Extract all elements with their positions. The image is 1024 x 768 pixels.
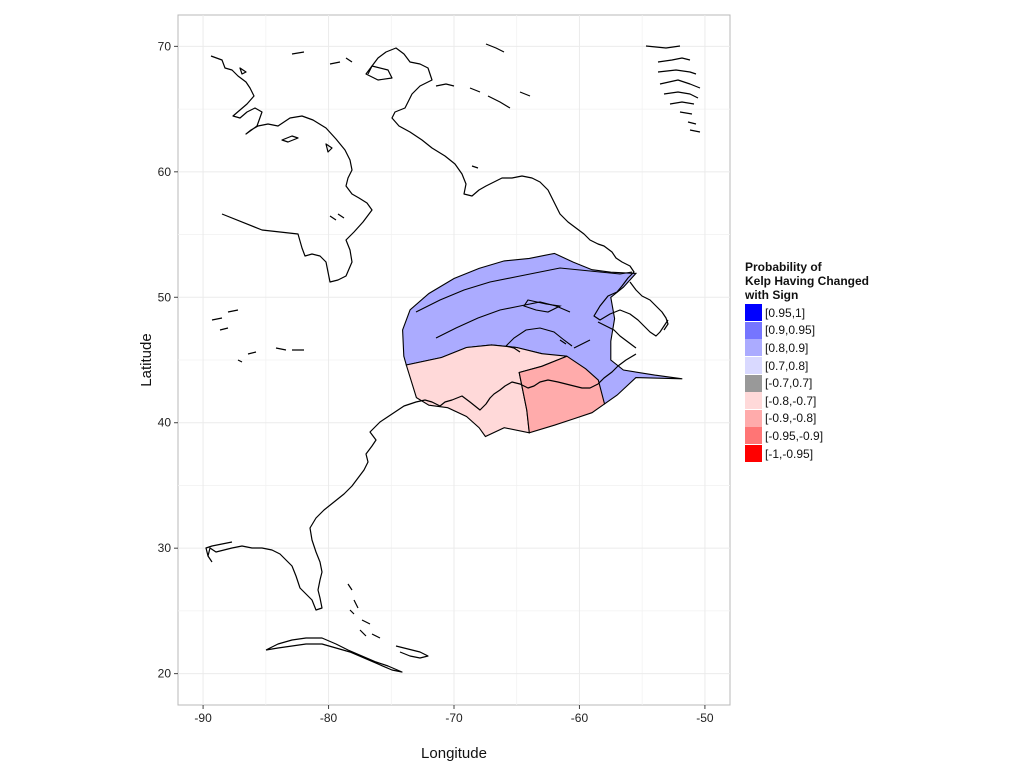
legend-item-1: [0.9,0.95] [745, 321, 869, 340]
coastline-greenland [645, 45, 701, 133]
legend-title-line-1: Probability of [745, 260, 822, 274]
y-tick-label-0: 20 [158, 667, 172, 681]
coastline-great-lakes [211, 309, 304, 363]
legend-swatch-5 [745, 392, 762, 410]
inner-line-gulf-1 [415, 267, 633, 313]
legend-item-6: [-0.9,-0.8] [745, 409, 869, 428]
legend-label-4: [-0.7,0.7] [765, 376, 813, 391]
legend-item-5: [-0.8,-0.7] [745, 392, 869, 410]
legend-swatch-6 [745, 409, 762, 427]
coastline-gulf [205, 541, 233, 557]
y-tick-label-1: 30 [158, 541, 172, 555]
legend-swatch-0 [745, 304, 762, 322]
coastline-newfoundland [629, 281, 669, 331]
coastline-arctic [291, 43, 531, 169]
legend-item-3: [0.7,0.8] [745, 357, 869, 375]
coastline [205, 43, 701, 673]
legend-items: [0.95,1] [0.9,0.95] [0.8,0.9] [0.7,0.8] [-0.… [745, 304, 869, 463]
y-tick-label-5: 70 [158, 39, 172, 53]
y-axis-title: Latitude [138, 333, 155, 386]
y-tick-label-3: 50 [158, 290, 172, 304]
legend-label-0: [0.95,1] [765, 305, 806, 320]
coastline-nova-scotia [505, 321, 637, 353]
legend-swatch-4 [745, 374, 762, 392]
inner-line-gulf-3 [505, 327, 573, 347]
x-tick-label-1: -80 [320, 711, 338, 725]
x-tick-label-3: -60 [571, 711, 589, 725]
legend-item-0: [0.95,1] [745, 304, 869, 322]
coastline-islands-hudson [239, 65, 393, 221]
coastline-hispaniola [395, 645, 429, 659]
legend-item-4: [-0.7,0.7] [745, 374, 869, 392]
legend-label-7: [-0.95,-0.9] [765, 428, 824, 443]
y-axis: 20 30 40 50 60 70 [158, 39, 178, 681]
legend-swatch-8 [745, 445, 762, 463]
legend-label-5: [-0.8,-0.7] [765, 393, 817, 408]
legend-title: Probability of Kelp Having Changed with … [745, 260, 869, 302]
legend-title-line-2: Kelp Having Changed [745, 274, 870, 288]
coastline-bahamas [347, 583, 381, 639]
y-tick-label-4: 60 [158, 165, 172, 179]
legend-swatch-1 [745, 321, 762, 339]
legend-label-6: [-0.9,-0.8] [765, 411, 817, 426]
legend-swatch-2 [745, 339, 762, 357]
coastline-labrador [367, 47, 669, 337]
x-axis-title: Longitude [421, 745, 487, 762]
legend-item-8: [-1,-0.95] [745, 445, 869, 463]
region-boundaries [415, 267, 633, 347]
y-tick-label-2: 40 [158, 416, 172, 430]
x-tick-label-4: -50 [696, 711, 714, 725]
inner-line-gulf-4 [523, 299, 562, 313]
legend-label-1: [0.9,0.95] [765, 323, 816, 338]
legend-swatch-3 [745, 357, 762, 375]
coastline-hudson-west [210, 55, 373, 283]
legend-title-line-3: with Sign [745, 288, 799, 302]
legend-item-7: [-0.95,-0.9] [745, 427, 869, 445]
x-tick-label-0: -90 [194, 711, 212, 725]
legend-label-3: [0.7,0.8] [765, 358, 809, 373]
coastline-atlantic-us [207, 353, 637, 611]
legend: Probability of Kelp Having Changed with … [745, 260, 869, 463]
coastline-cuba [265, 637, 403, 673]
legend-swatch-7 [745, 427, 762, 445]
x-axis: -90 -80 -70 -60 -50 [194, 705, 714, 725]
legend-item-2: [0.8,0.9] [745, 339, 869, 357]
legend-label-2: [0.8,0.9] [765, 340, 809, 355]
georges-bank-region [518, 355, 606, 434]
x-tick-label-2: -70 [445, 711, 463, 725]
legend-label-8: [-1,-0.95] [765, 446, 814, 461]
